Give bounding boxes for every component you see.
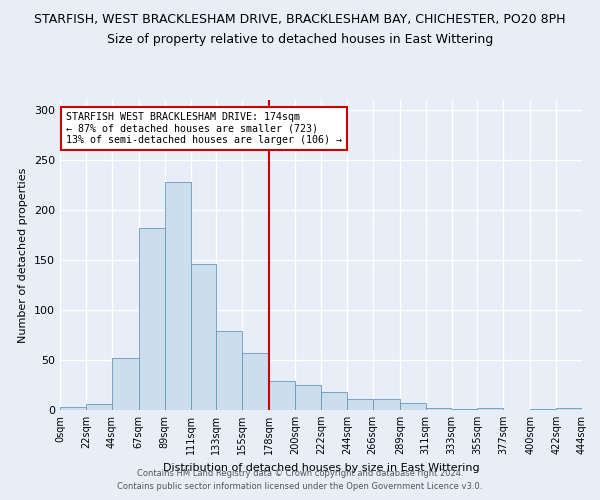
Bar [452, 409, 478, 410]
Y-axis label: Number of detached properties: Number of detached properties [19, 168, 28, 342]
Text: STARFISH WEST BRACKLESHAM DRIVE: 174sqm
← 87% of detached houses are smaller (72: STARFISH WEST BRACKLESHAM DRIVE: 174sqm … [66, 112, 342, 145]
Bar [295, 385, 321, 410]
Bar [191, 264, 217, 410]
Text: Contains public sector information licensed under the Open Government Licence v3: Contains public sector information licen… [118, 482, 482, 491]
Bar [321, 392, 347, 410]
Bar [269, 381, 295, 410]
Bar [86, 404, 112, 410]
Bar [164, 182, 191, 410]
Text: STARFISH, WEST BRACKLESHAM DRIVE, BRACKLESHAM BAY, CHICHESTER, PO20 8PH: STARFISH, WEST BRACKLESHAM DRIVE, BRACKL… [34, 12, 566, 26]
Bar [373, 399, 400, 410]
Bar [400, 403, 425, 410]
Bar [139, 228, 164, 410]
Bar [425, 408, 451, 410]
Bar [478, 408, 503, 410]
Bar [60, 407, 86, 410]
Bar [217, 331, 242, 410]
Bar [530, 409, 556, 410]
Bar [112, 358, 139, 410]
Bar [556, 408, 582, 410]
Text: Contains HM Land Registry data © Crown copyright and database right 2024.: Contains HM Land Registry data © Crown c… [137, 468, 463, 477]
Text: Size of property relative to detached houses in East Wittering: Size of property relative to detached ho… [107, 32, 493, 46]
Bar [347, 399, 373, 410]
Bar [242, 353, 269, 410]
X-axis label: Distribution of detached houses by size in East Wittering: Distribution of detached houses by size … [163, 462, 479, 472]
